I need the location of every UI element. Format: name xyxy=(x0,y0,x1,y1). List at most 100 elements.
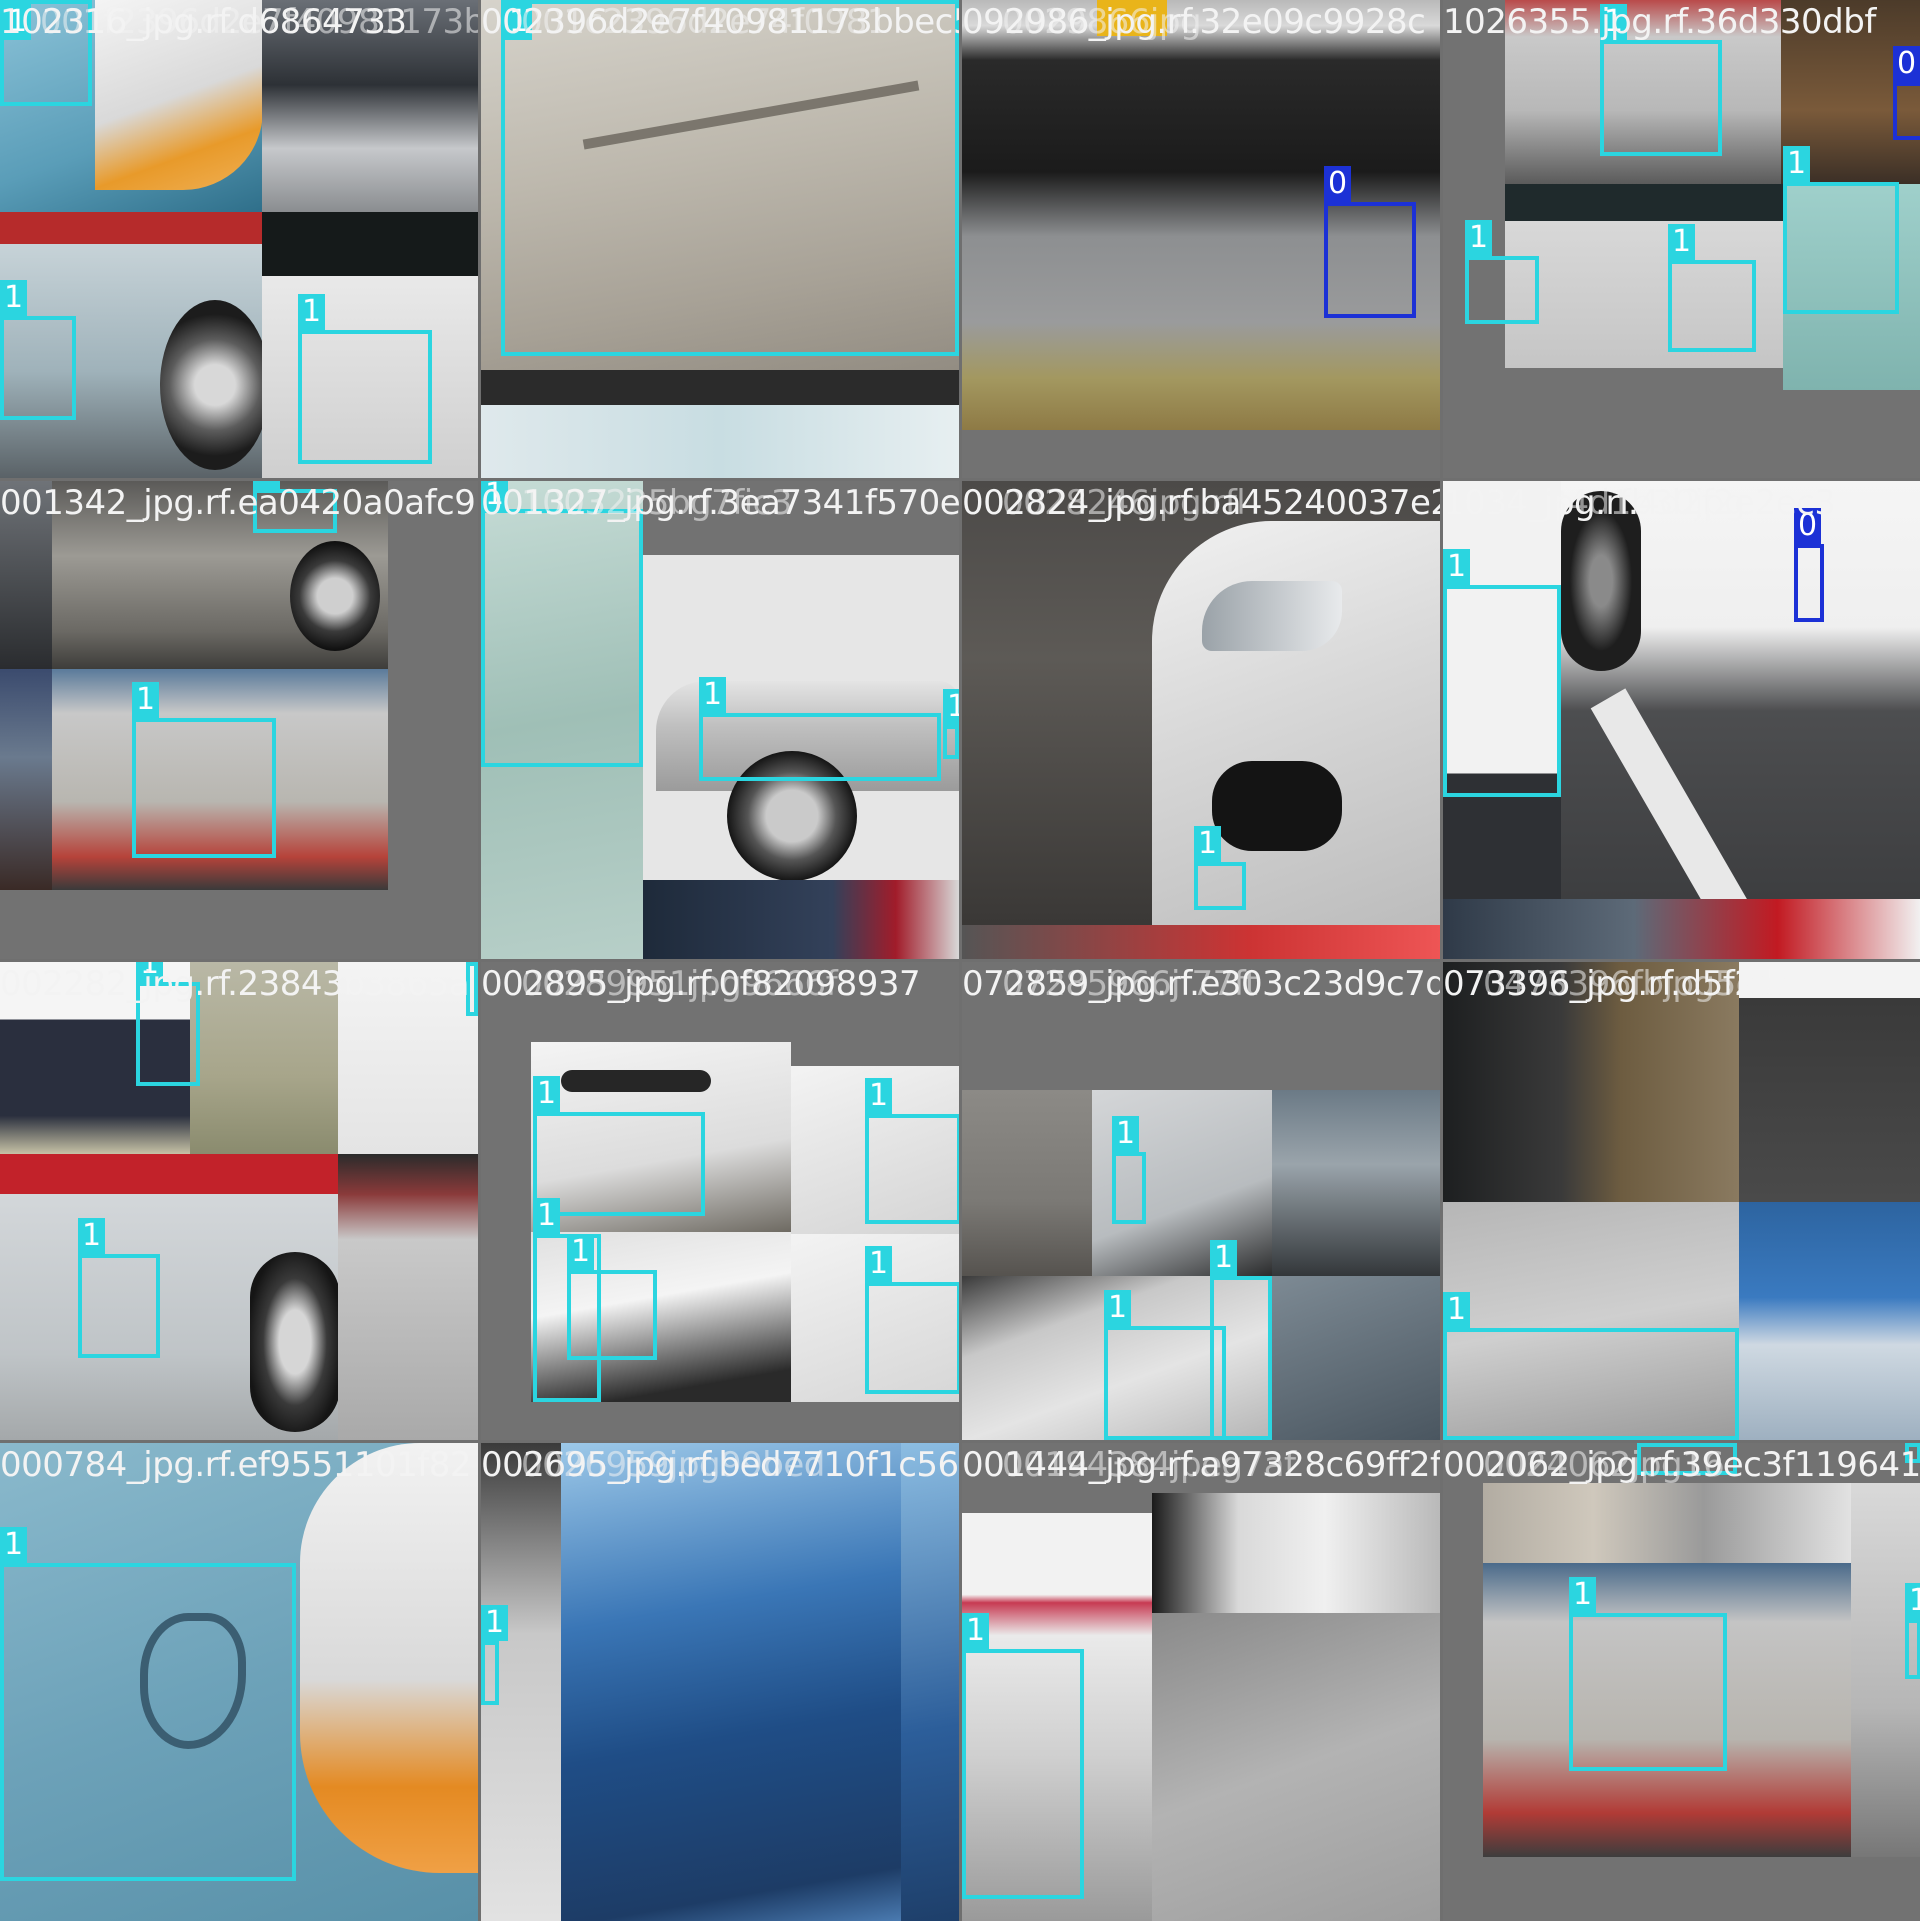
tile-title: 092986_jpg.rf.32e09c9928c xyxy=(962,2,1426,42)
damage-bbox: 1 xyxy=(699,677,941,781)
damage-bbox: 1 xyxy=(567,1234,657,1360)
class-label: 1 xyxy=(1112,1116,1140,1152)
mosaic-tile-5: 001342_jpg.rf.ea0420a0afc9 1 1 xyxy=(0,481,478,959)
mosaic-tile-10: 002895_jpg.rf.0f82098937 1 1 1 1 1 00289… xyxy=(481,962,959,1440)
tile-title: 001444_jpg.rf.a97328c69ff2fe xyxy=(962,1445,1440,1485)
tile-title-overlay: 0024062jpg16 xyxy=(1483,1445,1725,1485)
grass-photo xyxy=(190,962,338,1154)
car-photo xyxy=(962,1513,1152,1921)
class-label: 1 xyxy=(1668,224,1696,260)
class-label: 1 xyxy=(865,1078,893,1114)
mosaic-tile-16: 002062_jpg.rf.39ec3f119641 1 1 1 1 00240… xyxy=(1443,1443,1920,1921)
fog-light-photo xyxy=(1212,761,1342,851)
damage-bbox: 1 xyxy=(0,1527,296,1881)
mosaic-tile-4: 1026355.jpg.rf.36d330dbf 1 0 1 1 1 xyxy=(1443,0,1920,478)
bumper-photo xyxy=(1152,1613,1440,1921)
damage-bbox: 1 xyxy=(1637,1443,1737,1475)
class-label: 1 xyxy=(533,1076,561,1112)
damage-bbox: 1 xyxy=(78,1218,160,1358)
class-label: 1 xyxy=(1104,1290,1132,1326)
dent-mark xyxy=(140,1613,246,1749)
headlight-photo xyxy=(95,0,263,190)
dented-panel-photo xyxy=(481,0,959,405)
damaged-truck-photo xyxy=(52,669,388,890)
tile-title-overlay: 1003225bg7fic3 xyxy=(521,483,792,523)
ground-photo xyxy=(481,370,959,405)
tile-title: 002695_jpg.rf.bed7710f1c56 xyxy=(481,1445,959,1485)
class-label: 1 xyxy=(136,962,164,982)
car-photo xyxy=(643,880,959,959)
class-label: 1 xyxy=(1443,1292,1471,1328)
car-photo xyxy=(338,1154,478,1440)
damage-bbox: 1 xyxy=(0,0,92,106)
car-photo xyxy=(1272,1276,1440,1440)
mosaic-tile-9: 002282_jpg.rf.23843b3865a 1 1 1 xyxy=(0,962,478,1440)
tile-title-overlay: 0029866jpg xyxy=(1002,2,1202,42)
class-label: 1 xyxy=(253,481,281,489)
damage-bbox: 1 xyxy=(1905,1443,1920,1463)
mosaic-tile-14: 002695_jpg.rf.bed7710f1c56 1 0026959jpg9… xyxy=(481,1443,959,1921)
other-bbox: 0 xyxy=(1794,508,1824,622)
tile-title-overlay: 00194384jpeg7af xyxy=(1002,1445,1296,1485)
damage-bbox: 1 xyxy=(1783,146,1899,314)
damage-bbox: 1 xyxy=(1443,1292,1739,1440)
tile-title: 1026355.jpg.rf.36d330dbf xyxy=(1443,2,1876,42)
tile-title: 102316_jpg.rf.d6864733 xyxy=(0,2,407,42)
damaged-truck-photo xyxy=(1483,1563,1851,1857)
class-label: 1 xyxy=(1465,220,1493,256)
damage-bbox: 1 xyxy=(962,1613,1084,1899)
mosaic-tile-3: 092986_jpg.rf.32e09c9928c 0 0029866jpg xyxy=(962,0,1440,478)
damage-bbox: 1 xyxy=(1569,1577,1727,1771)
wheel-photo xyxy=(160,300,270,470)
class-label: 0 xyxy=(1893,46,1920,82)
door-handle xyxy=(561,1070,711,1092)
wheel-photo xyxy=(1561,491,1641,671)
mosaic-tile-1: 102316_jpg.rf.d6864733 1 1 1 001f2396d2e… xyxy=(0,0,478,478)
class-label: 1 xyxy=(1210,1240,1238,1276)
tile-title-overlay: 00289951jpg9666f xyxy=(521,964,838,1004)
tile-title: 1034_jpg.rf.4d2f2e2ec3 xyxy=(1443,483,1836,523)
damage-bbox: 1 xyxy=(1668,224,1756,352)
headlight-photo xyxy=(1097,0,1167,36)
blue-car-photo xyxy=(901,1443,959,1921)
tile-title: 001342_jpg.rf.ea0420a0afc9 xyxy=(0,483,476,523)
damage-bbox: 1 xyxy=(1194,826,1246,910)
mosaic-tile-2: 002396d2e7f40981173bbec5 1 001c2396d2e74… xyxy=(481,0,959,478)
tile-title: 001327_jpg.rf.3ea7341f570e xyxy=(481,483,959,523)
class-label: 0 xyxy=(1324,166,1352,202)
class-label: 1 xyxy=(962,1613,990,1649)
blue-car-photo xyxy=(1739,1202,1920,1440)
broken-bumper-photo xyxy=(962,0,1440,430)
car-photo xyxy=(1272,1090,1440,1276)
class-label: 1 xyxy=(943,689,959,725)
dented-panel-photo xyxy=(1443,1202,1739,1440)
class-label: 1 xyxy=(533,1198,561,1234)
damage-bbox: 1 xyxy=(1104,1290,1226,1440)
damage-bbox: 1 xyxy=(298,294,432,464)
tile-title-overlay: 07285966jf77ft xyxy=(1002,964,1258,1004)
car-photo xyxy=(0,481,52,669)
damage-bbox: 1 xyxy=(501,0,959,356)
dented-panel-photo xyxy=(481,481,643,959)
damage-bbox: 1 xyxy=(865,1246,959,1394)
damage-bbox: 1 xyxy=(481,1605,509,1705)
class-label: 1 xyxy=(481,1605,509,1641)
damage-bbox: 1 xyxy=(132,682,276,858)
class-label: 1 xyxy=(1569,1577,1597,1613)
tile-title: 002062_jpg.rf.39ec3f119641 xyxy=(1443,1445,1920,1485)
wheel-photo xyxy=(250,1252,340,1432)
class-label: 1 xyxy=(1600,4,1628,40)
damage-bbox: 1 xyxy=(1112,1116,1146,1224)
tile-title-overlay: 0473396fbjpg5cdb xyxy=(1483,964,1797,1004)
car-photo xyxy=(1739,962,1920,1202)
mosaic-tile-7: 002824_jpg.rf.ba45240037e2 1 0028246jpg.… xyxy=(962,481,1440,959)
class-label: 1 xyxy=(567,1234,595,1270)
wheel-photo xyxy=(290,541,380,651)
damage-bbox: 1 xyxy=(1465,220,1539,324)
car-photo xyxy=(0,669,52,890)
mosaic-tile-13: 000784_jpg.rf.ef9551101f82 1 xyxy=(0,1443,478,1921)
mosaic-tile-6: 001327_jpg.rf.3ea7341f570e 1 1 1 1003225… xyxy=(481,481,959,959)
wheel-photo xyxy=(727,751,857,881)
mosaic-tile-12: 073396_jpg.rf.d5f24233b14e 1 0473396fbjp… xyxy=(1443,962,1920,1440)
class-label: 1 xyxy=(0,1527,28,1563)
